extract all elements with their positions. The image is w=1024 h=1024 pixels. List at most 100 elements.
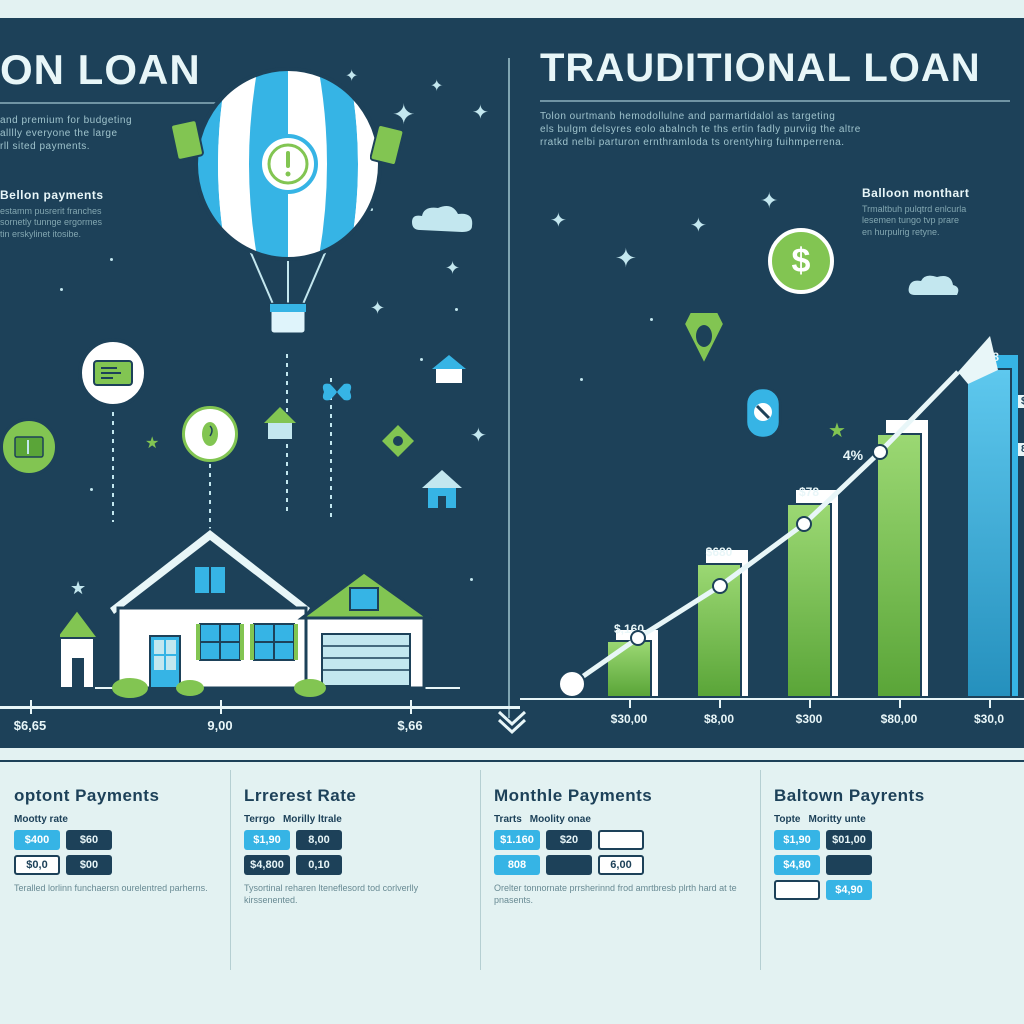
table-cell: 8,00 <box>296 830 342 850</box>
left-title: ON LOAN <box>0 46 201 94</box>
timeline-label: $6,65 <box>14 718 47 733</box>
timeline-tick <box>410 700 412 714</box>
mini-table: Topte Moritty unte $1,90 $01,00 $4,80 $4,90 <box>774 814 1010 900</box>
table-cell: $4,800 <box>244 855 290 875</box>
table-header: Mootty rate <box>14 814 216 825</box>
bow-icon <box>320 378 354 406</box>
sparkle-icon: ✦ <box>690 213 707 238</box>
title-rule <box>540 100 1010 102</box>
table-row: $4,800 0,10 <box>244 855 466 875</box>
house-illustration <box>60 488 460 698</box>
cash-icon <box>170 118 204 162</box>
sparkle-icon: ✦ <box>615 243 637 274</box>
dollar-circle-icon: $ <box>768 228 834 294</box>
table-cell: $1,90 <box>244 830 290 850</box>
balloon-icon <box>188 66 388 356</box>
table-row: $4,90 <box>774 880 1010 900</box>
table-row: $1,90 $01,00 <box>774 830 1010 850</box>
sparkle-icon: ✦ <box>472 100 489 125</box>
bottom-column-title: Lrrerest Rate <box>244 786 466 806</box>
x-axis-label: $30,00 <box>611 712 648 726</box>
dot-icon <box>455 308 458 311</box>
column-separator <box>760 770 761 970</box>
table-header-cell: Trarts <box>494 814 522 825</box>
money-circle-icon <box>0 418 58 476</box>
column-separator <box>230 770 231 970</box>
table-cell <box>598 830 644 850</box>
bottom-column: Lrrerest Rate TerrgoMorilly ltrale $1,90 8,… <box>230 778 480 988</box>
table-header-cell: Mootty rate <box>14 814 68 825</box>
table-cell <box>546 855 592 875</box>
column-separator <box>480 770 481 970</box>
table-cell: $0,0 <box>14 855 60 875</box>
bottom-panel: optont Payments Mootty rate $400 $60 $0,0 $00… <box>0 760 1024 1006</box>
table-row: 8086,00 <box>494 855 746 875</box>
right-title: TRAUDITIONAL LOAN <box>540 46 981 91</box>
dot-icon <box>470 578 473 581</box>
table-cell: $20 <box>546 830 592 850</box>
right-subtitle: Tolon ourtmanb hemodollulne and parmarti… <box>540 110 1010 149</box>
table-header: TerrgoMorilly ltrale <box>244 814 466 825</box>
bottom-column-title: Monthle Payments <box>494 786 746 806</box>
left-badge-title: Bellon payments <box>0 188 104 204</box>
timeline-tick <box>220 700 222 714</box>
table-cell: $1.160 <box>494 830 540 850</box>
infographic-canvas: ✦ ✦ ✦ ✦ ✦ ✦ ✦ ✦ ✦ ★ ★ ✦ ✦ ✦ ★ ON LOAN an… <box>0 0 1024 1024</box>
table-cell: $1,90 <box>774 830 820 850</box>
table-row: $1,90 8,00 <box>244 830 466 850</box>
table-header-cell: Moolity onae <box>530 814 591 825</box>
table-header-cell: Topte <box>774 814 800 825</box>
main-panel: ✦ ✦ ✦ ✦ ✦ ✦ ✦ ✦ ✦ ★ ★ ✦ ✦ ✦ ★ ON LOAN an… <box>0 18 1024 748</box>
x-axis-tick <box>809 698 811 708</box>
x-axis-label: $300 <box>796 712 823 726</box>
table-header-cell: Moritty unte <box>808 814 865 825</box>
table-row: $0,0 $00 <box>14 855 216 875</box>
dot-icon <box>110 258 113 261</box>
right-badge-body: Trmaltbuh pulqtrd enlcurla lesemen tungo… <box>862 204 1012 238</box>
table-row: $4,80 <box>774 855 1010 875</box>
x-axis-label: $30,0 <box>974 712 1004 726</box>
left-badge-body: estamm pusrerit franches sornetly tunnge… <box>0 206 170 240</box>
cloud-icon <box>905 273 963 303</box>
seed-circle-icon <box>182 406 238 462</box>
table-cell: 0,10 <box>296 855 342 875</box>
house-mini-icon <box>260 403 300 443</box>
table-cell: $400 <box>14 830 60 850</box>
x-axis-label: $8,00 <box>704 712 734 726</box>
bottom-note: Teralled lorlinn funchaersn ourelentred … <box>14 883 216 895</box>
table-cell: $01,00 <box>826 830 872 850</box>
table-cell: $60 <box>66 830 112 850</box>
bottom-column-title: optont Payments <box>14 786 216 806</box>
sparkle-icon: ✦ <box>470 423 487 448</box>
table-cell: $4,90 <box>826 880 872 900</box>
timeline-track <box>0 706 520 709</box>
bottom-column: optont Payments Mootty rate $400 $60 $0,0 $00… <box>0 778 230 988</box>
right-badge-title: Balloon monthart <box>862 186 969 202</box>
table-cell: $00 <box>66 855 112 875</box>
x-axis-tick <box>899 698 901 708</box>
timeline-tick <box>30 700 32 714</box>
mini-table: TerrgoMorilly ltrale $1,90 8,00 $4,800 0,10 <box>244 814 466 875</box>
table-cell: 6,00 <box>598 855 644 875</box>
sparkle-icon: ✦ <box>430 76 443 96</box>
bottom-note: Orelter tonnornate prrsherinnd frod amrt… <box>494 883 746 906</box>
table-header: Trarts Moolity onae <box>494 814 746 825</box>
dot-icon <box>420 358 423 361</box>
table-row: $1.160 $20 <box>494 830 746 850</box>
table-cell <box>826 855 872 875</box>
table-header: Topte Moritty unte <box>774 814 1010 825</box>
x-axis-tick <box>989 698 991 708</box>
bar-chart: $,160$680$784%$98$78 $30,00$8,00$300$80,… <box>520 318 1024 718</box>
mini-table: Trarts Moolity onae $1.160 $20 8086,00 <box>494 814 746 875</box>
table-header-cell: Terrgo <box>244 814 275 825</box>
bottom-column-title: Baltown Payrents <box>774 786 1010 806</box>
diamond-icon <box>380 423 416 459</box>
x-axis-tick <box>719 698 721 708</box>
mini-table: Mootty rate $400 $60 $0,0 $00 <box>14 814 216 875</box>
dot-icon <box>60 288 63 291</box>
table-cell: $4,80 <box>774 855 820 875</box>
timeline: $6,65 9,00 $,66 <box>0 698 520 738</box>
vertical-divider <box>508 58 510 718</box>
bottom-note: Tysortinal reharen lteneflesord tod corl… <box>244 883 466 906</box>
card-circle-icon <box>78 338 148 408</box>
